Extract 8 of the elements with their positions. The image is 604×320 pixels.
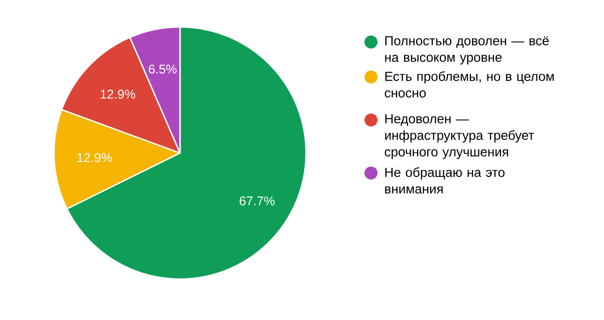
legend-label: Полностью доволен — всё на высоком уровне xyxy=(385,36,549,64)
data-label: 67.7% xyxy=(240,196,275,206)
data-label: 12.9% xyxy=(100,90,136,99)
data-label: 6.5% xyxy=(148,64,177,74)
legend-label: Есть проблемы, но в целом сносно xyxy=(384,71,554,98)
legend-label: Не обращаю на это внимания xyxy=(385,167,505,194)
legend-label: Недоволен — инфраструктура требует срочного улучшения xyxy=(384,114,534,160)
data-label: 12.9% xyxy=(77,153,112,162)
